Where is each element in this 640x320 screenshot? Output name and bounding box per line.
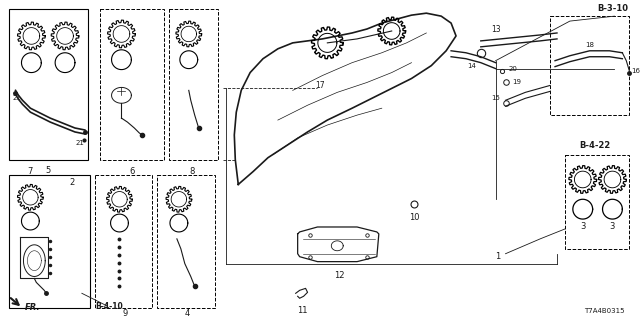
Text: 5: 5 <box>45 166 51 175</box>
Bar <box>8 174 90 308</box>
Text: B-3-10: B-3-10 <box>597 4 628 13</box>
Bar <box>550 16 629 115</box>
Bar <box>8 9 88 160</box>
Text: 16: 16 <box>631 68 640 74</box>
Text: 7: 7 <box>28 167 33 176</box>
Text: T7A4B0315: T7A4B0315 <box>584 308 624 314</box>
Text: 3: 3 <box>580 222 586 231</box>
Text: 6: 6 <box>130 167 135 176</box>
Bar <box>95 174 152 308</box>
Text: B-4-10: B-4-10 <box>96 302 124 311</box>
Bar <box>169 9 218 160</box>
Text: 21: 21 <box>76 140 84 146</box>
Text: 21: 21 <box>13 95 22 101</box>
Text: FR.: FR. <box>24 303 40 312</box>
Text: 4: 4 <box>184 308 189 318</box>
Text: 3: 3 <box>610 222 615 231</box>
Text: 19: 19 <box>513 79 522 85</box>
Bar <box>157 174 214 308</box>
Text: 12: 12 <box>334 270 344 280</box>
Text: 15: 15 <box>492 95 500 101</box>
Text: 2: 2 <box>69 178 75 187</box>
Text: 14: 14 <box>467 63 476 68</box>
Text: 17: 17 <box>316 81 325 90</box>
Text: 10: 10 <box>409 213 420 222</box>
Text: 9: 9 <box>123 308 128 318</box>
Text: 8: 8 <box>189 167 195 176</box>
Text: 20: 20 <box>509 66 517 72</box>
Bar <box>565 155 629 249</box>
Text: B-4-22: B-4-22 <box>579 141 611 150</box>
Bar <box>100 9 164 160</box>
Text: 1: 1 <box>495 252 500 261</box>
Text: 13: 13 <box>491 25 500 34</box>
Text: 18: 18 <box>585 42 594 48</box>
Text: 11: 11 <box>298 306 308 315</box>
